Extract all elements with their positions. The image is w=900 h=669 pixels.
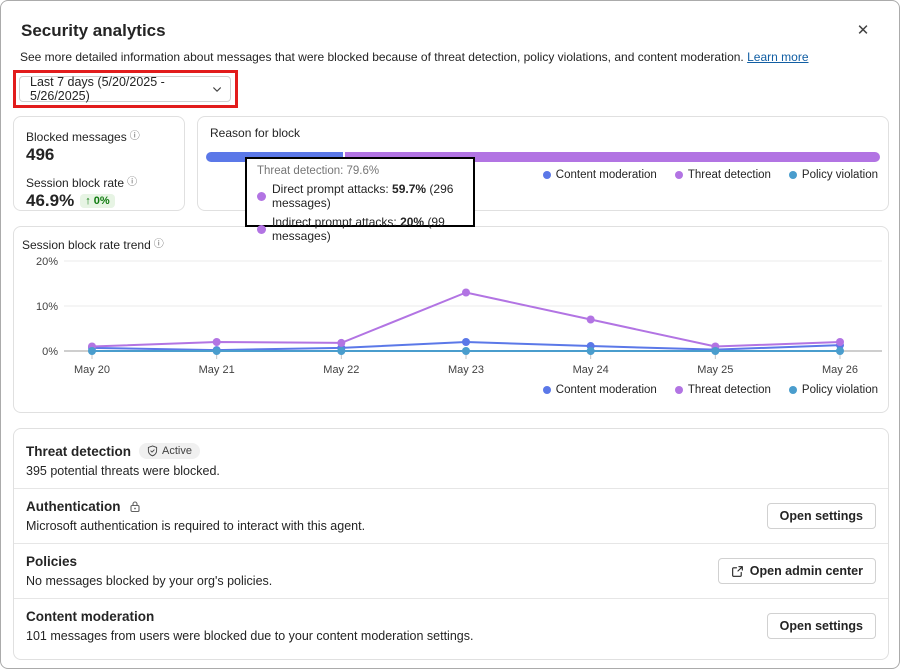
section-description: Microsoft authentication is required to … <box>26 519 366 533</box>
security-settings-card: Threat detection Active 395 potential th… <box>13 428 889 660</box>
section-title: Content moderation <box>26 609 155 624</box>
point-policy-violation[interactable] <box>337 347 346 355</box>
reason-legend: Content moderation Threat detection Poli… <box>542 169 878 181</box>
bar-tooltip: Threat detection: 79.6% Direct prompt at… <box>245 157 475 243</box>
blocked-messages-value: 496 <box>26 145 55 164</box>
info-icon: ⓘ <box>153 239 164 250</box>
y-tick-label: 10% <box>36 301 58 313</box>
x-tick-label: May 22 <box>323 364 359 376</box>
purple-dot-icon <box>257 191 266 201</box>
section-description: 101 messages from users were blocked due… <box>26 629 474 643</box>
x-tick-label: May 20 <box>74 364 110 376</box>
legend-item-policy-violation: Policy violation <box>788 384 878 396</box>
point-policy-violation[interactable] <box>88 347 96 355</box>
trend-line-chart[interactable]: 0% 10% 20% May 20 May 21 May 22 May 23 May 24 Ma… <box>14 247 888 387</box>
session-block-rate-value: 46.9% ↑ 0% <box>26 191 172 211</box>
info-icon: ⓘ <box>129 131 140 142</box>
x-tick-label: May 24 <box>573 364 609 376</box>
section-title: Threat detection Active <box>26 443 220 459</box>
section-authentication: Authentication Microsoft authentication … <box>14 488 888 543</box>
y-tick-label: 20% <box>36 256 58 268</box>
legend-item-threat-detection: Threat detection <box>674 384 771 396</box>
session-block-rate-label: Session block rate ⓘ <box>26 176 138 190</box>
point-policy-violation[interactable] <box>711 347 720 355</box>
section-title: Authentication <box>26 499 365 514</box>
close-icon: ✕ <box>856 22 870 39</box>
section-description: 395 potential threats were blocked. <box>26 464 220 478</box>
x-tick-label: May 25 <box>697 364 733 376</box>
dialog-subtitle: See more detailed information about mess… <box>20 50 809 64</box>
open-admin-center-button[interactable]: Open admin center <box>717 558 876 584</box>
legend-item-content-moderation: Content moderation <box>542 169 657 181</box>
legend-dot <box>788 386 797 394</box>
purple-dot-icon <box>257 224 266 234</box>
trend-title: Session block rate trend ⓘ <box>22 238 164 252</box>
legend-item-content-moderation: Content moderation <box>542 384 657 396</box>
section-title: Policies <box>26 554 78 569</box>
date-range-value: Last 7 days (5/20/2025 - 5/26/2025) <box>30 75 165 103</box>
x-tick-label: May 23 <box>448 364 484 376</box>
section-content-moderation: Content moderation 101 messages from use… <box>14 598 888 653</box>
point-policy-violation[interactable] <box>586 347 595 355</box>
point-policy-violation[interactable] <box>836 347 844 355</box>
point-policy-violation[interactable] <box>462 347 470 355</box>
point-threat-detection[interactable] <box>836 338 844 346</box>
close-button[interactable]: ✕ <box>851 19 875 43</box>
point-content-moderation[interactable] <box>462 338 470 346</box>
legend-dot <box>542 386 551 394</box>
point-threat-detection[interactable] <box>212 338 221 346</box>
point-threat-detection[interactable] <box>586 315 595 324</box>
blocked-messages-label: Blocked messages ⓘ <box>26 130 140 144</box>
open-external-icon <box>731 565 743 577</box>
shield-check-icon <box>147 445 158 457</box>
tooltip-item-direct: Direct prompt attacks: 59.7% (296 messag… <box>257 182 463 210</box>
reason-for-block-title: Reason for block <box>210 126 301 140</box>
blocked-messages-card: Blocked messages ⓘ 496 Session block rate… <box>13 116 185 211</box>
chevron-down-icon <box>213 86 221 92</box>
section-threat-detection: Threat detection Active 395 potential th… <box>14 429 888 488</box>
info-icon: ⓘ <box>127 177 138 188</box>
tooltip-item-indirect: Indirect prompt attacks: 20% (99 message… <box>257 215 463 243</box>
learn-more-link[interactable]: Learn more <box>747 50 809 64</box>
legend-item-policy-violation: Policy violation <box>788 169 878 181</box>
tooltip-header: Threat detection: 79.6% <box>257 165 380 177</box>
legend-dot <box>674 171 683 179</box>
section-policies: Policies No messages blocked by your org… <box>14 543 888 598</box>
x-tick-label: May 26 <box>822 364 858 376</box>
date-range-dropdown[interactable]: Last 7 days (5/20/2025 - 5/26/2025) <box>19 75 231 103</box>
point-policy-violation[interactable] <box>212 347 221 355</box>
delta-badge: ↑ 0% <box>80 194 115 208</box>
x-tick-label: May 21 <box>199 364 235 376</box>
point-threat-detection[interactable] <box>337 338 346 347</box>
page-title: Security analytics <box>21 21 166 40</box>
open-settings-button-content-moderation[interactable]: Open settings <box>766 613 876 639</box>
bar-segment-threat-detection[interactable] <box>345 152 880 162</box>
open-settings-button-authentication[interactable]: Open settings <box>766 503 876 529</box>
session-block-rate-trend-card: Session block rate trend ⓘ 0% 10% 20% May 20… <box>13 226 889 413</box>
legend-dot <box>788 171 797 179</box>
point-threat-detection[interactable] <box>462 288 470 297</box>
section-description: No messages blocked by your org's polici… <box>26 574 273 588</box>
trend-legend: Content moderation Threat detection Poli… <box>542 384 878 396</box>
lock-icon <box>129 501 140 513</box>
legend-dot <box>674 386 683 394</box>
legend-item-threat-detection: Threat detection <box>674 169 771 181</box>
active-status-badge: Active <box>139 443 200 459</box>
y-tick-label: 0% <box>42 346 58 358</box>
legend-dot <box>542 171 551 179</box>
